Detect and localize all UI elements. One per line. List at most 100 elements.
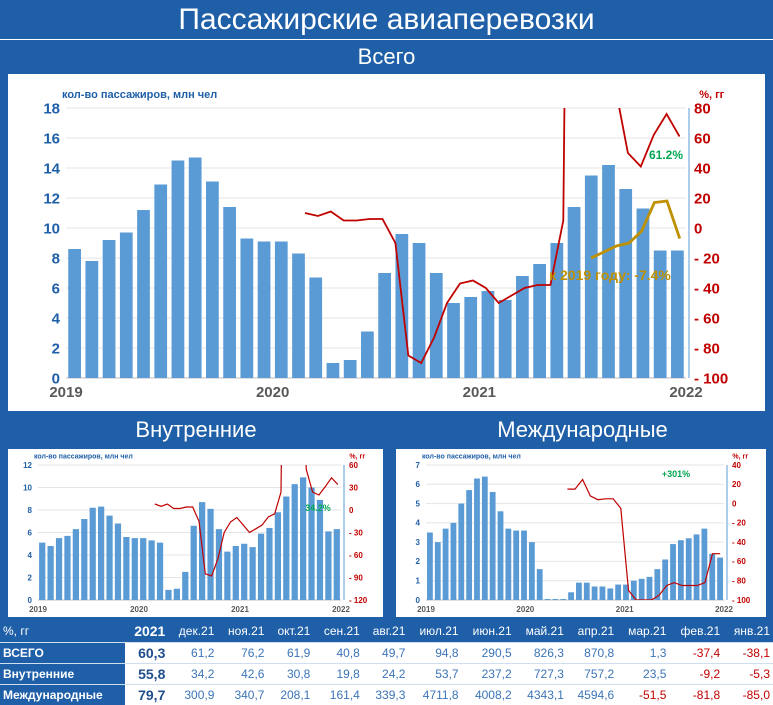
bar [607, 588, 614, 600]
table-row-label: Внутренние [0, 662, 125, 684]
annotation-label: 34.2% [305, 503, 331, 513]
bar [623, 584, 629, 600]
bar [119, 232, 133, 378]
bar [497, 511, 504, 600]
bar [615, 584, 622, 600]
y-tick-label: 3 [416, 538, 421, 547]
y2-tick-label: - 60 [732, 557, 746, 566]
bar [498, 300, 512, 378]
bar [602, 165, 615, 378]
y2-tick-label: 20 [732, 480, 741, 489]
bar [560, 599, 567, 600]
y-tick-label: 0 [52, 370, 60, 387]
bar [114, 523, 122, 600]
bar [670, 544, 676, 600]
table-col-header: 2021 [124, 621, 169, 642]
bar [215, 529, 223, 600]
bar [528, 542, 535, 600]
bar [533, 264, 546, 378]
table-cell: 23,5 [617, 662, 670, 684]
y2-tick-label: - 20 [694, 250, 720, 267]
bar [474, 478, 480, 600]
table-cell: 300,9 [168, 683, 218, 705]
table-cell: 24,2 [362, 662, 409, 684]
bar [343, 360, 357, 378]
x-tick-label: 2021 [231, 605, 249, 614]
y-tick-label: 0 [28, 596, 33, 605]
bar [102, 240, 116, 378]
bar [685, 538, 692, 600]
y-tick-label: 2 [28, 573, 33, 582]
bar [709, 553, 716, 600]
bar [309, 277, 323, 378]
table-cell: -5,3 [723, 662, 773, 684]
bar [232, 546, 239, 600]
bar [481, 291, 495, 378]
bar [434, 542, 441, 600]
y2-tick-label: - 60 [694, 310, 720, 327]
table-row-label: ВСЕГО [0, 641, 125, 663]
yoy-table: %, гг 2021 дек.21 ноя.21 окт.21 сен.21 а… [0, 621, 773, 705]
table-col-header: дек.21 [168, 621, 218, 642]
table-cell: 826,3 [514, 641, 567, 663]
table-col-header: окт.21 [267, 621, 314, 642]
y2-tick-label: 0 [349, 506, 354, 515]
bar [717, 557, 723, 600]
x-tick-label: 2022 [332, 605, 350, 614]
x-tick-label: 2020 [256, 384, 289, 401]
bar [636, 208, 650, 378]
bar [257, 241, 271, 378]
y-tick-label: 14 [43, 160, 60, 177]
y2-axis-label: %, гг [732, 454, 748, 461]
bar [693, 534, 700, 600]
y-tick-label: 4 [52, 310, 61, 327]
table-cell: -9,2 [669, 662, 724, 684]
table-cell: 757,2 [566, 662, 618, 684]
table-header-row: %, гг 2021 дек.21 ноя.21 окт.21 сен.21 а… [0, 621, 773, 642]
y-tick-label: 1 [416, 577, 421, 586]
bar [466, 490, 473, 600]
bar [447, 303, 460, 378]
table-cell: 19,8 [313, 662, 363, 684]
y2-tick-label: - 90 [349, 573, 363, 582]
x-tick-label: 2022 [669, 384, 702, 401]
table-cell: 161,4 [313, 683, 363, 705]
bar [224, 551, 231, 600]
bar [274, 512, 281, 600]
y2-axis-label: %, гг [699, 89, 724, 101]
y2-tick-label: 20 [694, 190, 711, 207]
bar [638, 578, 645, 600]
table-col-header: сен.21 [313, 621, 363, 642]
bar [257, 533, 265, 600]
chart-international: кол-во пассажиров, млн чел %, гг 0 1 2 3 4 5 6 7 -… [416, 454, 751, 614]
bar [207, 508, 214, 600]
bar [429, 273, 443, 378]
table-col-header: ноя.21 [217, 621, 268, 642]
table-cell: -51,5 [617, 683, 670, 705]
bar [291, 484, 298, 600]
table-col-header: фев.21 [669, 621, 724, 642]
bar [140, 538, 147, 600]
bar [361, 331, 374, 378]
table-col-header: июл.21 [408, 621, 462, 642]
y2-tick-label: - 100 [694, 370, 728, 387]
table-cell: 60,3 [124, 641, 169, 663]
table-cell: 4594,6 [566, 683, 618, 705]
bar [266, 528, 273, 600]
bar [55, 538, 63, 600]
bar [677, 540, 684, 600]
bar [701, 528, 708, 600]
table-row-label: Международные [0, 683, 125, 705]
bar [156, 542, 164, 600]
bar [653, 250, 667, 378]
yoy-line [304, 108, 681, 365]
vs2019-line [590, 199, 682, 260]
y2-tick-label: - 120 [349, 596, 368, 605]
table-cell: 61,9 [267, 641, 314, 663]
y-axis-label: кол-во пассажиров, млн чел [62, 89, 217, 101]
y2-tick-label: 60 [694, 130, 711, 147]
bar [190, 525, 197, 600]
page-title: Пассажирские авиаперевозки [0, 0, 773, 40]
bar [591, 586, 598, 600]
table-cell: 870,8 [566, 641, 618, 663]
